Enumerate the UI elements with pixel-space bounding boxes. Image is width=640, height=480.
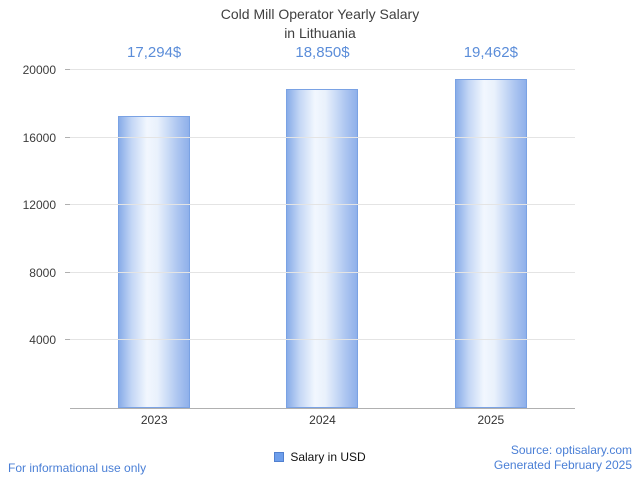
x-axis-labels: 2023 2024 2025 <box>70 413 575 427</box>
gridline <box>70 271 575 273</box>
salary-bar <box>286 89 359 408</box>
legend: Salary in USD <box>0 450 640 464</box>
y-axis-tick-label: 4000 <box>29 333 56 348</box>
gridline <box>70 136 575 138</box>
disclaimer-text: For informational use only <box>8 461 147 475</box>
bars-row: 17,294$ 18,850$ 19,462$ <box>70 44 575 408</box>
y-tick-mark <box>65 69 70 70</box>
bar-value-label: 18,850$ <box>295 44 350 61</box>
bar-slot: 18,850$ <box>238 44 406 408</box>
plot-area: 17,294$ 18,850$ 19,462$ <box>65 44 575 409</box>
bar-slot: 17,294$ <box>70 44 238 408</box>
y-axis-tick-label: 16000 <box>22 130 56 145</box>
y-axis-tick-label: 20000 <box>22 63 56 77</box>
legend-label: Salary in USD <box>290 450 366 464</box>
chart-title-line1: Cold Mill Operator Yearly Salary <box>220 6 420 22</box>
gridline <box>70 69 575 70</box>
bar-slot: 19,462$ <box>407 44 575 408</box>
y-tick-mark <box>65 136 70 138</box>
x-axis-tick-label: 2023 <box>140 413 168 427</box>
bar-value-label: 17,294$ <box>127 44 182 61</box>
y-axis-tick-label: 12000 <box>22 198 56 213</box>
x-axis-line <box>70 408 575 409</box>
gridline <box>70 204 575 206</box>
legend-swatch-icon <box>274 452 285 462</box>
salary-bar <box>118 115 191 408</box>
y-tick-mark <box>65 271 70 273</box>
generated-date: Generated February 2025 <box>493 458 632 472</box>
y-axis-tick-label: 8000 <box>29 265 56 280</box>
chart-title-line2: in Lithuania <box>284 24 356 41</box>
source-link[interactable]: Source: optisalary.com <box>510 443 632 457</box>
chart-title: Cold Mill Operator Yearly Salary in Lith… <box>0 5 640 43</box>
y-tick-mark <box>65 204 70 206</box>
salary-bar <box>454 79 527 408</box>
x-axis-tick-label: 2025 <box>477 413 505 427</box>
gridline <box>70 339 575 341</box>
y-axis-labels: 4000 8000 12000 16000 20000 <box>0 63 62 408</box>
bar-value-label: 19,462$ <box>463 44 518 61</box>
x-axis-tick-label: 2024 <box>309 413 336 427</box>
footer-source-block: Source: optisalary.com Generated Februar… <box>494 443 632 473</box>
y-tick-mark <box>65 339 70 341</box>
